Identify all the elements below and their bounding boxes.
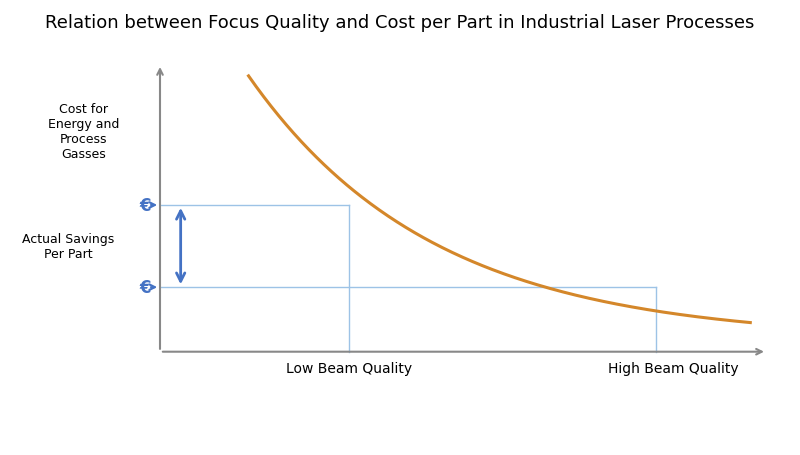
- Text: €: €: [139, 278, 151, 297]
- Text: Low Beam Quality: Low Beam Quality: [286, 361, 412, 374]
- Text: Actual Savings
Per Part: Actual Savings Per Part: [22, 233, 114, 261]
- Text: Relation between Focus Quality and Cost per Part in Industrial Laser Processes: Relation between Focus Quality and Cost …: [46, 14, 754, 31]
- Text: €: €: [139, 197, 151, 214]
- Text: High Beam Quality: High Beam Quality: [608, 361, 739, 374]
- Text: Cost for
Energy and
Process
Gasses: Cost for Energy and Process Gasses: [47, 103, 119, 161]
